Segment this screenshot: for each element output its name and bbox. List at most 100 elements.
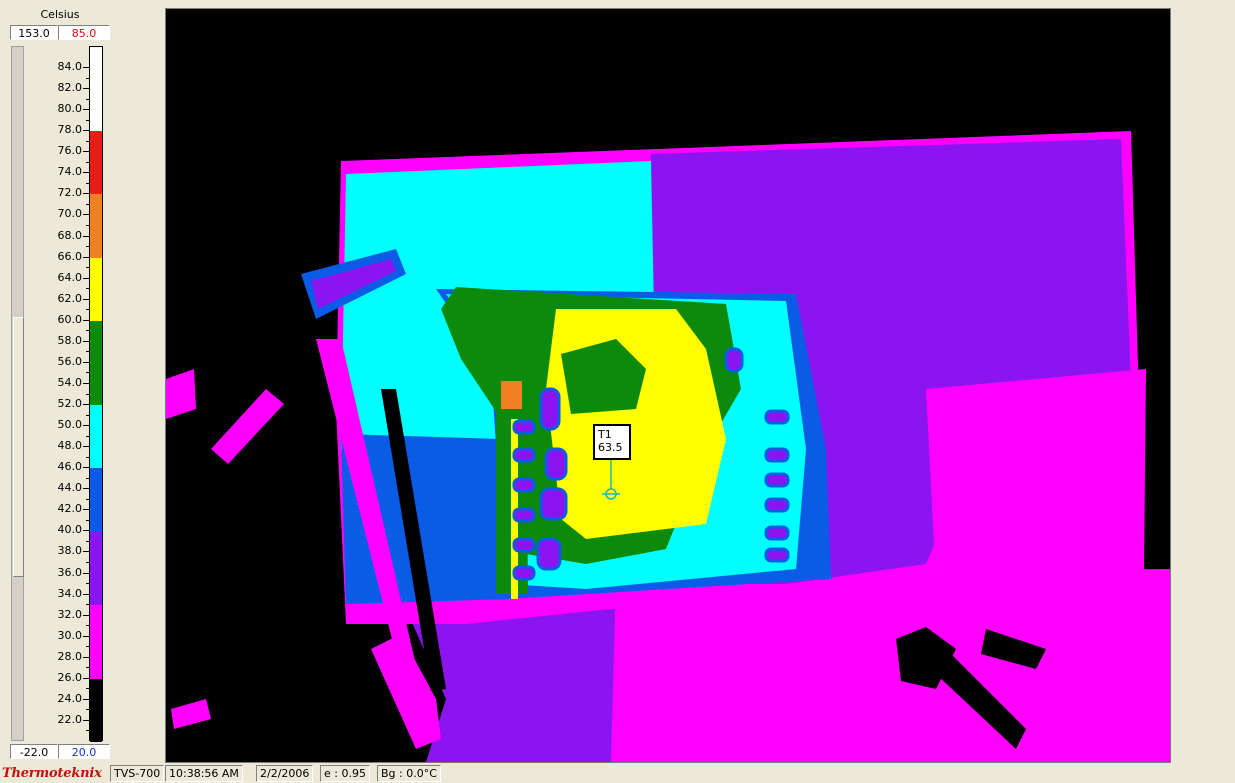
scale-tick-mark (83, 67, 89, 69)
span-max-field[interactable]: 153.0 (10, 25, 58, 40)
span-min-field[interactable]: -22.0 (10, 744, 58, 759)
scale-slider-thumb[interactable] (13, 317, 24, 577)
scale-tick-mark (83, 319, 89, 321)
scale-minor-tick (86, 161, 89, 163)
scale-tick-mark (83, 467, 89, 469)
scale-tick-mark (83, 256, 89, 258)
scale-minor-tick (86, 435, 89, 437)
scale-minor-tick (86, 625, 89, 627)
scale-tick-label: 64.0 (57, 270, 83, 284)
scale-tick-label: 22.0 (57, 712, 83, 726)
scale-tick-label: 48.0 (57, 439, 83, 453)
scale-minor-tick (86, 246, 89, 248)
scale-tick-label: 26.0 (57, 670, 83, 684)
scale-minor-tick (86, 561, 89, 563)
scale-tick-label: 76.0 (57, 144, 83, 158)
scale-minor-tick (86, 119, 89, 121)
scale-tick-label: 24.0 (57, 691, 83, 705)
scale-tick-label: 36.0 (57, 565, 83, 579)
scale-minor-tick (86, 225, 89, 226)
level-min-field[interactable]: 20.0 (58, 744, 110, 759)
scale-tick-mark (83, 593, 89, 595)
scale-tick-mark (83, 151, 89, 153)
scale-minor-tick (86, 393, 89, 395)
scale-tick-label: 68.0 (57, 228, 83, 242)
t1-spot-marker[interactable]: T1 63.5 (593, 424, 631, 460)
scale-tick-label: 62.0 (57, 291, 83, 305)
scale-tick-label: 72.0 (57, 186, 83, 200)
scale-tick-label: 34.0 (57, 586, 83, 600)
scale-tick-mark (83, 382, 89, 384)
scale-tick-label: 46.0 (57, 460, 83, 474)
scale-tick-label: 80.0 (57, 102, 83, 116)
scale-tick-mark (83, 656, 89, 658)
t1-marker-crosshair (602, 455, 620, 500)
scale-tick-label: 56.0 (57, 354, 83, 368)
marker-name: T1 (598, 428, 612, 441)
scale-minor-tick (86, 98, 89, 100)
scale-minor-tick (86, 646, 89, 648)
scale-tick-mark (83, 214, 89, 216)
scale-minor-tick (86, 182, 89, 184)
scale-tick-mark (83, 677, 89, 679)
palette-band (90, 468, 102, 532)
scale-minor-tick (86, 140, 89, 142)
scale-tick-mark (83, 404, 89, 406)
scale-minor-tick (86, 203, 89, 205)
scale-minor-tick (86, 288, 89, 290)
scale-tick-label: 58.0 (57, 333, 83, 347)
scale-tick-mark (83, 572, 89, 574)
scale-slider[interactable] (11, 46, 24, 741)
scale-tick-label: 40.0 (57, 523, 83, 537)
scale-tick-label: 60.0 (57, 312, 83, 326)
scale-minor-tick (86, 519, 89, 521)
background-temperature: Bg : 0.0°C (377, 765, 441, 782)
palette-band (90, 257, 102, 321)
scale-tick-mark (83, 361, 89, 363)
scale-minor-tick (86, 267, 89, 269)
palette-band (90, 678, 102, 742)
palette-band (90, 405, 102, 469)
scale-tick-label: 84.0 (57, 60, 83, 74)
capture-date: 2/2/2006 (256, 765, 314, 782)
scale-tick-mark (83, 635, 89, 637)
scale-tick-label: 32.0 (57, 607, 83, 621)
scale-tick-mark (83, 193, 89, 195)
scale-tick-label: 66.0 (57, 249, 83, 263)
scale-tick-label: 52.0 (57, 397, 83, 411)
scale-tick-mark (83, 109, 89, 111)
palette-band (90, 194, 102, 258)
scale-tick-label: 54.0 (57, 375, 83, 389)
scale-tick-mark (83, 509, 89, 511)
scale-minor-tick (86, 414, 89, 416)
scale-tick-label: 28.0 (57, 649, 83, 663)
scale-tick-mark (83, 88, 89, 90)
unit-label: Celsius (40, 8, 80, 21)
scale-minor-tick (86, 351, 89, 353)
scale-minor-tick (86, 688, 89, 690)
capture-time: 10:38:56 AM (165, 765, 243, 782)
level-max-field[interactable]: 85.0 (58, 25, 110, 40)
scale-tick-mark (83, 530, 89, 532)
scale-tick-mark (83, 551, 89, 553)
scale-minor-tick (86, 730, 89, 732)
scale-tick-label: 44.0 (57, 481, 83, 495)
scale-minor-tick (86, 667, 89, 669)
scale-tick-label: 42.0 (57, 502, 83, 516)
palette-band (90, 605, 102, 679)
scale-minor-tick (86, 309, 89, 311)
palette-band (90, 131, 102, 195)
scale-tick-mark (83, 614, 89, 616)
thermal-image-viewport[interactable]: T1 63.5 (165, 8, 1171, 763)
scale-tick-label: 30.0 (57, 628, 83, 642)
scale-tick-mark (83, 130, 89, 132)
scale-tick-labels: 84.0 82.0 80.0 78.0 76.0 74.0 72.0 70.0 68.0 66.0… (0, 0, 165, 783)
scale-tick-label: 74.0 (57, 165, 83, 179)
thermal-image (166, 9, 1170, 762)
palette-band (90, 320, 102, 406)
palette-color-bar (89, 46, 103, 742)
scale-tick-mark (83, 488, 89, 490)
scale-tick-mark (83, 298, 89, 300)
scale-tick-label: 82.0 (57, 81, 83, 95)
palette-band (90, 531, 102, 606)
